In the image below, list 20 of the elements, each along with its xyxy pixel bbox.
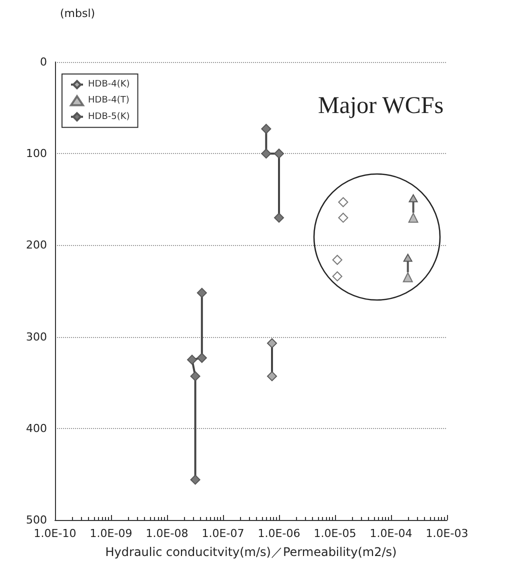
- legend-label: HDB-4(K): [88, 80, 130, 90]
- y-tick-label: 200: [26, 238, 47, 252]
- x-axis-title: Hydraulic conducitvity(m/s)／Permeability(m2/s): [105, 545, 397, 559]
- x-tick-label: 1.0E-03: [426, 527, 468, 540]
- x-tick-label: 1.0E-10: [34, 527, 76, 540]
- x-tick-label: 1.0E-07: [202, 527, 244, 540]
- annotation: Major WCFs: [318, 93, 444, 119]
- x-tick-label: 1.0E-04: [370, 527, 412, 540]
- legend-label: HDB-5(K): [88, 112, 130, 122]
- y-tick-label: 500: [26, 514, 47, 526]
- x-tick-label: 1.0E-05: [314, 527, 356, 540]
- x-tick-label: 1.0E-08: [146, 527, 188, 540]
- x-tick-label: 1.0E-09: [90, 527, 132, 540]
- legend-label: HDB-4(T): [88, 96, 130, 106]
- y-tick-label: 100: [26, 147, 47, 160]
- x-tick-label: 1.0E-06: [258, 527, 300, 540]
- y-axis-title: (mbsl): [60, 7, 96, 20]
- y-tick-label: 300: [26, 330, 47, 344]
- y-tick-label: 400: [26, 422, 47, 435]
- y-tick-label: 0: [40, 56, 47, 68]
